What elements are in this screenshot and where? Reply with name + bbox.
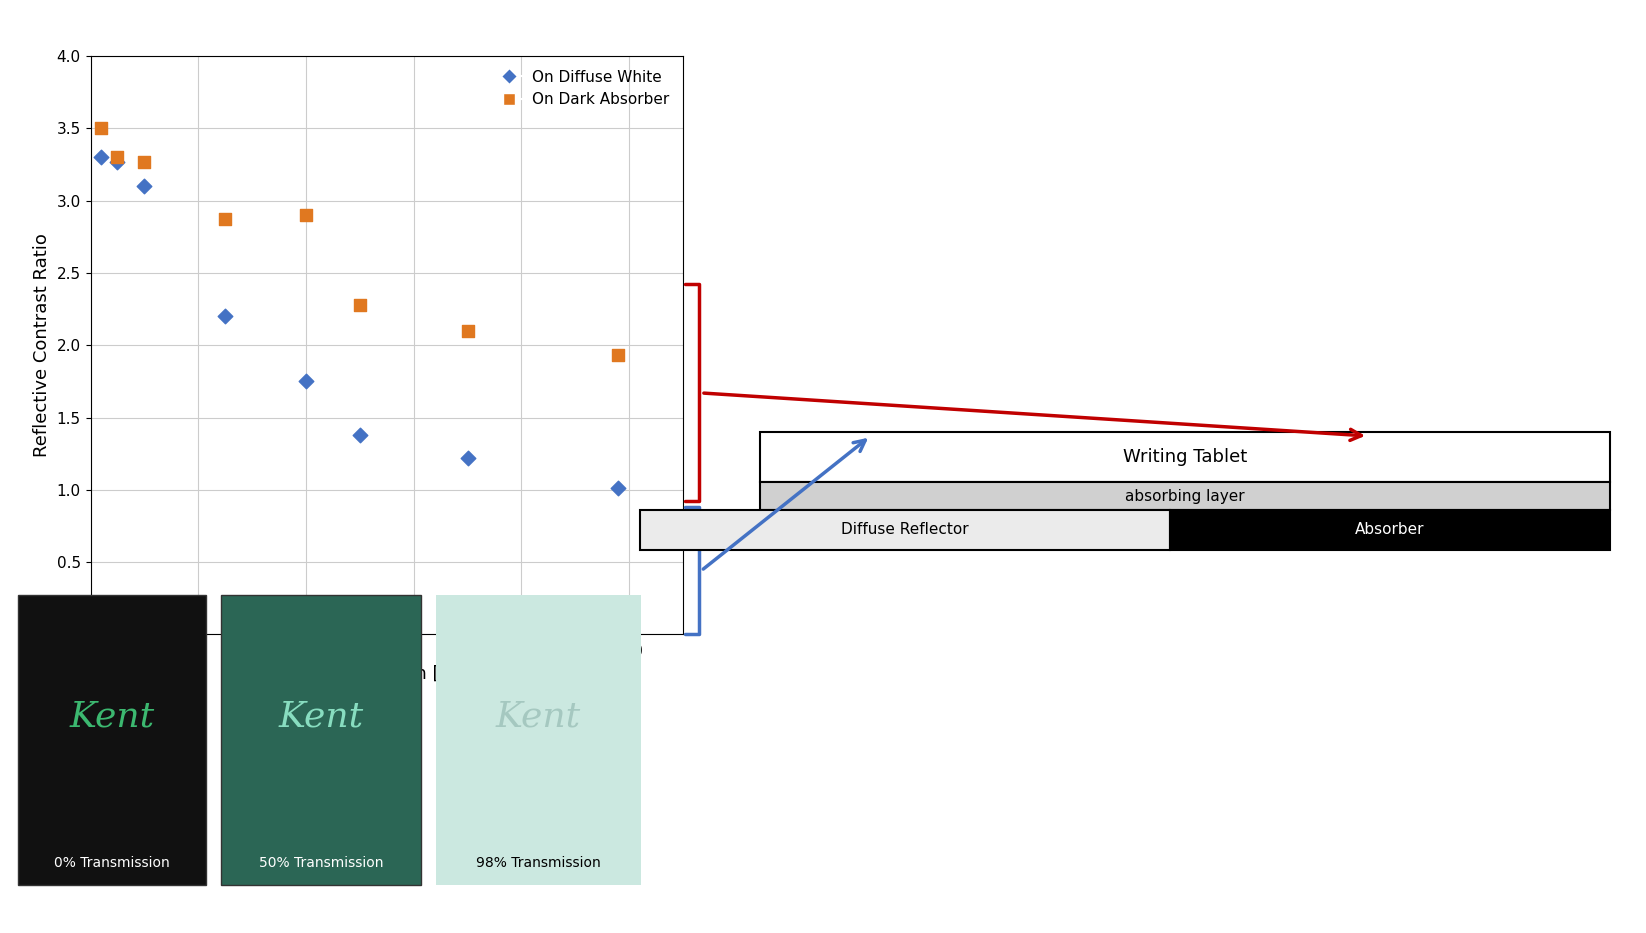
Bar xyxy=(436,595,640,885)
Bar xyxy=(221,595,421,885)
Point xyxy=(454,323,481,338)
Text: Absorber: Absorber xyxy=(1355,522,1425,537)
Point xyxy=(454,451,481,466)
Point xyxy=(212,212,239,227)
Y-axis label: Reflective Contrast Ratio: Reflective Contrast Ratio xyxy=(33,233,51,457)
Point xyxy=(89,149,115,164)
X-axis label: Transmission [%]: Transmission [%] xyxy=(309,664,464,683)
Text: Kent: Kent xyxy=(495,700,581,733)
Text: Kent: Kent xyxy=(69,700,155,733)
Bar xyxy=(640,510,1170,550)
Text: 98% Transmission: 98% Transmission xyxy=(476,856,601,870)
Text: Kent: Kent xyxy=(278,700,364,733)
Text: Diffuse Reflector: Diffuse Reflector xyxy=(841,522,969,537)
Point xyxy=(104,149,130,164)
Legend: On Diffuse White, On Dark Absorber: On Diffuse White, On Dark Absorber xyxy=(487,63,675,114)
Point xyxy=(347,427,374,442)
Point xyxy=(132,154,158,169)
Bar xyxy=(760,432,1610,482)
Text: 50% Transmission: 50% Transmission xyxy=(258,856,384,870)
Point xyxy=(89,120,115,135)
Point xyxy=(132,178,158,193)
Point xyxy=(606,480,632,495)
Text: 0% Transmission: 0% Transmission xyxy=(54,856,170,870)
Bar xyxy=(18,595,206,885)
Bar xyxy=(760,482,1610,510)
Point xyxy=(293,374,319,389)
Point xyxy=(212,309,239,324)
Bar xyxy=(1170,510,1610,550)
Point xyxy=(104,154,130,169)
Text: absorbing layer: absorbing layer xyxy=(1126,489,1244,504)
Point xyxy=(293,207,319,222)
Point xyxy=(347,298,374,313)
Text: Writing Tablet: Writing Tablet xyxy=(1123,448,1248,466)
Point xyxy=(606,348,632,363)
